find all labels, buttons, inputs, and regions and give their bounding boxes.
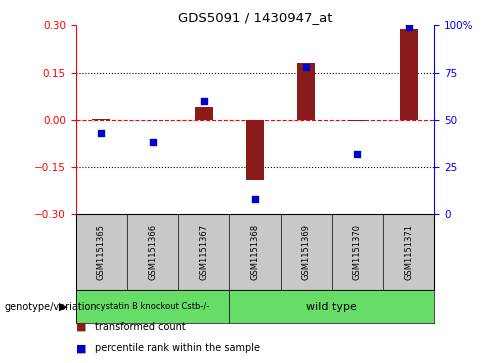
Point	[148, 139, 156, 145]
Text: genotype/variation: genotype/variation	[5, 302, 98, 312]
Text: cystatin B knockout Cstb-/-: cystatin B knockout Cstb-/-	[96, 302, 209, 311]
Text: GSM1151366: GSM1151366	[148, 224, 157, 280]
Text: ■: ■	[76, 322, 86, 332]
Text: GSM1151369: GSM1151369	[302, 224, 311, 280]
Text: GSM1151370: GSM1151370	[353, 224, 362, 280]
Bar	[76, 290, 229, 323]
Text: GSM1151371: GSM1151371	[404, 224, 413, 280]
Title: GDS5091 / 1430947_at: GDS5091 / 1430947_at	[178, 11, 332, 24]
Text: GSM1151368: GSM1151368	[250, 224, 260, 280]
Text: wild type: wild type	[306, 302, 357, 312]
Text: GSM1151367: GSM1151367	[199, 224, 208, 280]
Bar	[348, 120, 366, 121]
Text: percentile rank within the sample: percentile rank within the sample	[95, 343, 260, 354]
Bar	[229, 290, 434, 323]
Text: ▶: ▶	[59, 302, 68, 312]
Bar	[143, 120, 162, 121]
Point	[303, 64, 310, 70]
Bar	[297, 63, 315, 120]
Point	[200, 98, 208, 104]
Bar	[400, 29, 418, 120]
Text: ■: ■	[76, 343, 86, 354]
Text: GSM1151365: GSM1151365	[97, 224, 106, 280]
Bar	[195, 107, 213, 120]
Point	[98, 130, 105, 136]
Point	[251, 196, 259, 202]
Bar	[246, 120, 264, 180]
Bar	[92, 119, 110, 120]
Point	[354, 151, 362, 157]
Point	[405, 24, 413, 30]
Text: transformed count: transformed count	[95, 322, 186, 332]
